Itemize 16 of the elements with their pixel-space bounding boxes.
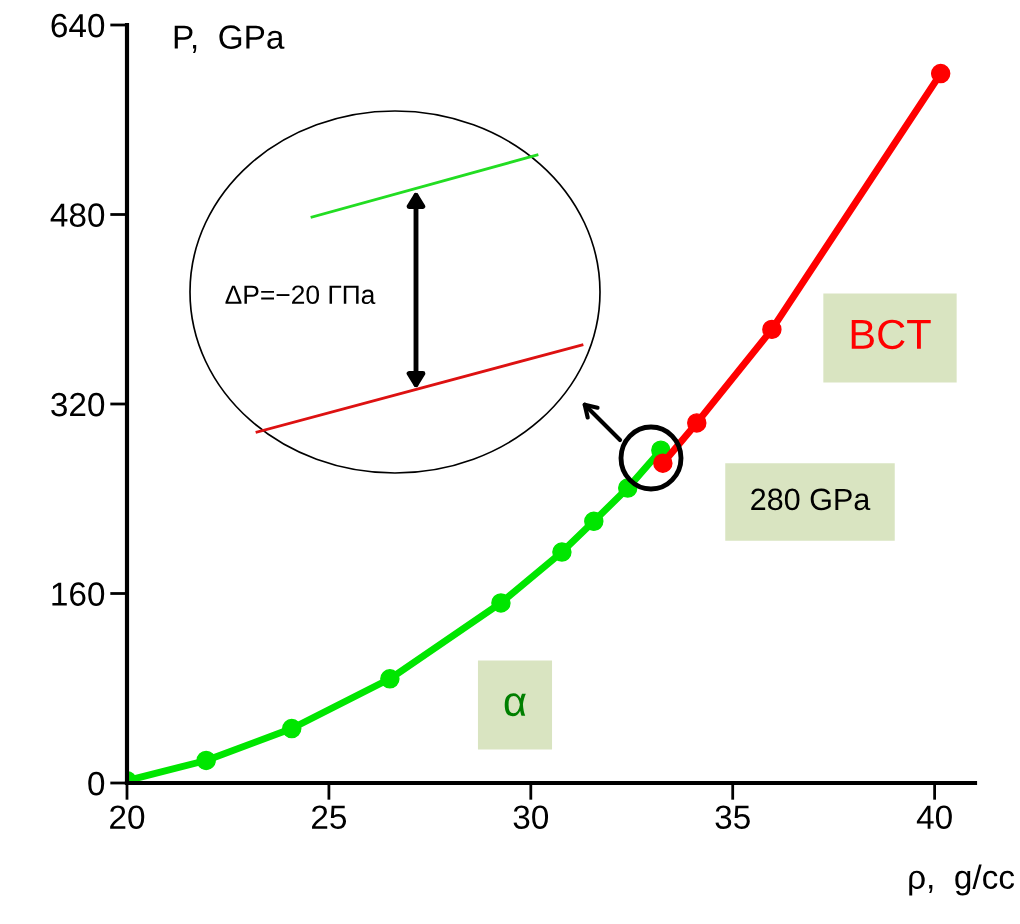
x-tick-label: 25 xyxy=(312,805,347,830)
x-axis-title: ρ, g/cc xyxy=(909,864,1015,896)
x-tick-label: 30 xyxy=(513,805,549,830)
y-tick-label: 640 xyxy=(51,13,105,38)
y-tick-label: 480 xyxy=(50,203,105,227)
y-tick-label: 0 xyxy=(88,771,105,796)
series-label: α xyxy=(504,693,526,717)
y-tick-label: 320 xyxy=(51,392,105,417)
x-tick-label: 35 xyxy=(715,805,750,830)
x-tick-label: 40 xyxy=(916,805,952,830)
annotation: 280 GPa xyxy=(751,488,871,511)
annotation: ΔP=−20 ГПа xyxy=(225,285,376,305)
y-tick-label: 160 xyxy=(52,582,105,606)
x-tick-label: 20 xyxy=(110,805,145,830)
series-label: BCT xyxy=(851,319,931,350)
y-axis-title: P, GPa xyxy=(174,25,285,53)
